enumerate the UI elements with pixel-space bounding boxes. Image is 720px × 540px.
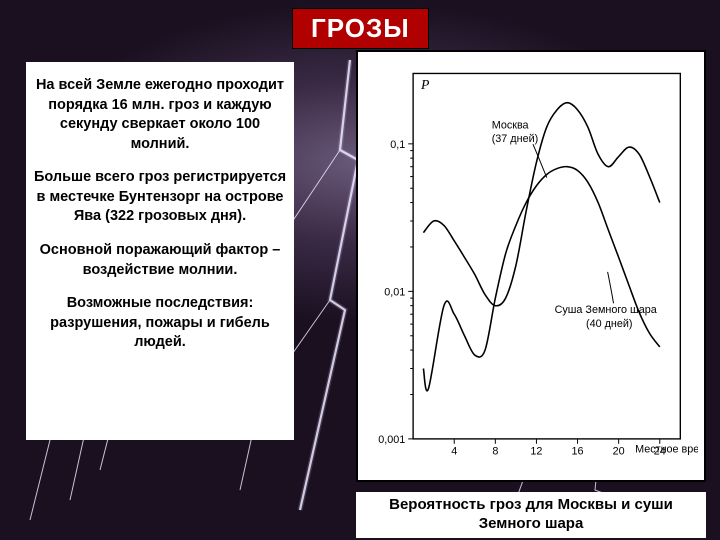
chart-caption: Вероятность гроз для Москвы и суши Земно… bbox=[356, 492, 706, 538]
svg-text:16: 16 bbox=[572, 446, 584, 458]
y-axis-label: P bbox=[420, 77, 430, 92]
svg-text:Москва: Москва bbox=[492, 119, 529, 131]
svg-text:24: 24 bbox=[654, 446, 666, 458]
svg-text:Суша Земного шара: Суша Земного шара bbox=[555, 304, 657, 316]
probability-chart: P Местное время 0,0010,010,1 4812162024 … bbox=[356, 50, 706, 482]
svg-text:0,1: 0,1 bbox=[390, 139, 405, 151]
svg-text:0,001: 0,001 bbox=[378, 434, 405, 446]
chart-svg: P Местное время 0,0010,010,1 4812162024 … bbox=[364, 58, 698, 474]
annotation-earth: Суша Земного шара (40 дней) bbox=[555, 272, 657, 330]
curve-earth_land bbox=[423, 167, 659, 391]
paragraph-4: Возможные последствия: разрушения, пожар… bbox=[32, 294, 288, 353]
info-text-panel: На всей Земле ежегодно проходит порядка … bbox=[26, 62, 294, 440]
paragraph-2: Больше всего гроз регистрируется в месте… bbox=[32, 168, 288, 227]
svg-text:8: 8 bbox=[492, 446, 498, 458]
svg-text:0,01: 0,01 bbox=[384, 286, 405, 298]
svg-text:(40 дней): (40 дней) bbox=[586, 318, 633, 330]
curve-moscow bbox=[423, 103, 659, 306]
svg-text:20: 20 bbox=[613, 446, 625, 458]
slide-title: ГРОЗЫ bbox=[292, 8, 429, 49]
x-axis-label: Местное время bbox=[635, 444, 698, 456]
annotation-moscow: Москва (37 дней) bbox=[492, 119, 547, 177]
paragraph-1: На всей Земле ежегодно проходит порядка … bbox=[32, 76, 288, 154]
paragraph-3: Основной поражающий фактор – воздействие… bbox=[32, 241, 288, 280]
svg-text:4: 4 bbox=[451, 446, 457, 458]
svg-text:12: 12 bbox=[530, 446, 542, 458]
svg-text:(37 дней): (37 дней) bbox=[492, 133, 539, 145]
